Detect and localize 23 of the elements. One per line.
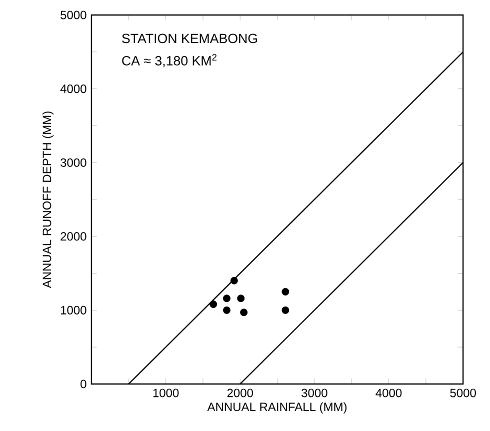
point <box>282 288 290 296</box>
point <box>222 306 230 314</box>
point <box>282 306 290 314</box>
x-tick-label: 4000 <box>376 388 402 398</box>
point <box>237 294 245 302</box>
y-tick-label: 4000 <box>60 84 86 94</box>
point <box>210 300 218 308</box>
x-tick-label: 3000 <box>302 388 328 398</box>
annotation: STATION KEMABONG <box>122 34 258 44</box>
y-axis-title: ANNUAL RUNOFF DEPTH (MM) <box>42 112 54 288</box>
point <box>240 308 248 316</box>
x-tick-label: 1000 <box>153 388 179 398</box>
y-tick-label: 2000 <box>60 232 86 241</box>
y-tick-label: 1000 <box>60 306 86 314</box>
y-tick-label: 0 <box>80 380 86 388</box>
x-tick-label: 5000 <box>450 388 476 398</box>
point <box>222 294 230 302</box>
x-tick-label: 2000 <box>227 388 253 398</box>
annotation: CA ≈ 3,180 KM$^{2}$ <box>122 54 217 68</box>
y-tick-label: 5000 <box>60 10 86 20</box>
x-axis-title: ANNUAL RAINFALL (MM) <box>207 402 347 414</box>
y-tick-label: 3000 <box>60 158 86 167</box>
point <box>230 276 238 284</box>
